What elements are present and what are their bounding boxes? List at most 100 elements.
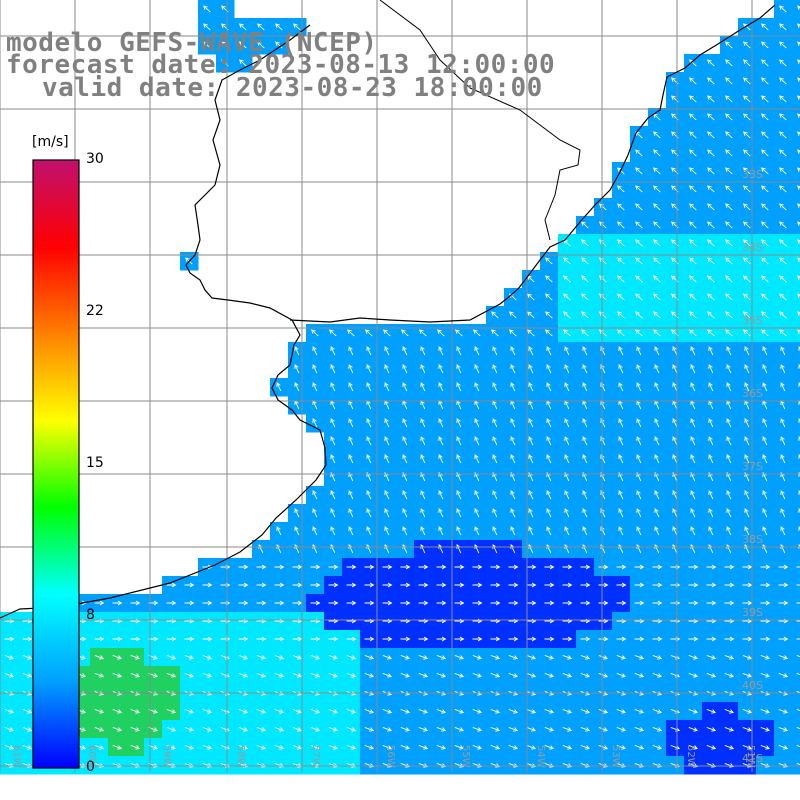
latitude-label: 39S: [742, 606, 763, 619]
wind-arrow: [708, 490, 714, 500]
wind-arrow: [526, 709, 537, 714]
wind-arrow: [400, 636, 411, 642]
wind-arrow: [276, 526, 282, 536]
wind-arrow: [400, 727, 411, 732]
wind-arrow: [654, 418, 660, 428]
wind-arrow: [330, 526, 336, 536]
wind-arrow: [256, 636, 267, 642]
wind-arrow: [582, 526, 588, 536]
wind-arrow: [726, 364, 732, 374]
wind-arrow: [688, 745, 699, 750]
wind-arrow: [652, 564, 663, 570]
wind-arrow: [508, 329, 517, 337]
wind-arrow: [166, 636, 177, 642]
wind-arrow: [438, 490, 444, 500]
wind-arrow: [184, 709, 195, 714]
wind-arrow: [796, 23, 800, 28]
wind-arrow: [256, 41, 265, 49]
wind-arrow: [312, 526, 318, 536]
latitude-label: 40S: [742, 679, 763, 692]
wind-arrow: [636, 490, 642, 500]
wind-arrow: [618, 508, 624, 518]
wind-arrow: [780, 490, 786, 500]
wind-arrow: [184, 745, 195, 750]
wind-arrow: [582, 490, 588, 500]
wind-arrow: [742, 709, 753, 714]
wind-arrow: [202, 727, 213, 732]
field-cell: [792, 540, 800, 559]
wind-arrow: [402, 490, 408, 500]
wind-arrow: [724, 311, 733, 319]
wind-arrow: [328, 600, 339, 606]
wind-arrow: [238, 709, 249, 714]
wind-arrow: [474, 526, 480, 536]
wind-arrow: [688, 673, 699, 678]
wind-arrow: [130, 745, 141, 750]
wind-arrow: [364, 745, 375, 750]
wind-arrow: [544, 564, 555, 570]
wind-arrow: [256, 600, 267, 606]
wind-arrow: [330, 382, 336, 392]
wind-arrow: [22, 636, 33, 642]
wind-arrow: [616, 311, 625, 319]
wind-arrow: [636, 526, 642, 536]
wind-arrow: [654, 436, 660, 446]
wind-arrow: [688, 564, 699, 570]
wind-arrow: [508, 582, 519, 588]
wind-arrow: [312, 364, 318, 374]
field-cell: [792, 378, 800, 397]
wind-arrow: [778, 59, 787, 67]
wind-arrow: [582, 346, 588, 356]
latitude-label: 35S: [742, 314, 763, 327]
wind-arrow: [400, 564, 411, 570]
wind-arrow: [474, 418, 480, 428]
wind-arrow: [564, 526, 570, 536]
wind-arrow: [778, 673, 789, 678]
wind-arrow: [330, 454, 336, 464]
wind-arrow: [292, 655, 303, 660]
wind-arrow: [616, 636, 627, 642]
wind-arrow: [166, 709, 177, 714]
wind-arrow: [634, 293, 643, 301]
wind-arrow: [708, 508, 714, 518]
wind-arrow: [526, 311, 535, 319]
latitude-label: 38S: [742, 533, 763, 546]
wind-arrow: [760, 275, 769, 283]
wind-arrow: [726, 526, 732, 536]
wind-arrow: [490, 727, 501, 732]
wind-arrow: [688, 131, 697, 139]
field-cell: [792, 342, 800, 361]
wind-arrow: [652, 239, 661, 247]
wind-arrow: [528, 454, 534, 464]
wind-arrow: [690, 454, 696, 464]
wind-arrow: [184, 655, 195, 660]
wind-arrow: [724, 257, 733, 265]
wind-arrow: [402, 436, 408, 446]
wind-arrow: [742, 311, 751, 319]
wind-arrow: [238, 727, 249, 732]
wind-arrow: [420, 364, 426, 374]
wind-arrow: [420, 382, 426, 392]
wind-arrow: [634, 564, 645, 570]
wind-arrow: [780, 364, 786, 374]
wind-arrow: [328, 564, 339, 570]
colorbar: [32, 159, 80, 769]
wind-arrow: [744, 364, 750, 374]
wind-arrow: [618, 346, 624, 356]
wind-arrow: [384, 490, 390, 500]
wind-arrow: [580, 745, 591, 750]
wind-arrow: [312, 490, 318, 500]
wind-arrow: [706, 131, 715, 139]
wind-arrow: [742, 727, 753, 732]
wind-arrow: [328, 727, 339, 732]
wind-arrow: [202, 41, 211, 49]
wind-arrow: [778, 95, 787, 103]
wind-arrow: [634, 203, 643, 211]
wind-arrow: [292, 23, 301, 31]
wind-arrow: [330, 508, 336, 518]
wind-arrow: [438, 346, 444, 356]
wind-arrow: [510, 346, 516, 356]
wind-arrow: [762, 364, 768, 374]
wind-arrow: [742, 131, 751, 139]
latitude-label: 37S: [742, 460, 763, 473]
